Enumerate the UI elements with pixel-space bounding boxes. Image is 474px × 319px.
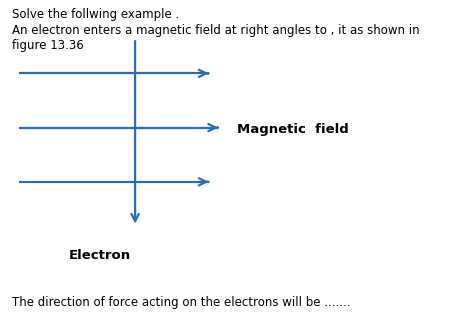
Text: The direction of force acting on the electrons will be .......: The direction of force acting on the ele… [12,296,350,309]
Text: Electron: Electron [68,249,131,262]
Text: An electron enters a magnetic field at right angles to , it as shown in: An electron enters a magnetic field at r… [12,24,419,37]
Text: Solve the follwing example .: Solve the follwing example . [12,8,179,21]
Text: figure 13.36: figure 13.36 [12,39,83,52]
Text: Magnetic  field: Magnetic field [237,123,349,136]
